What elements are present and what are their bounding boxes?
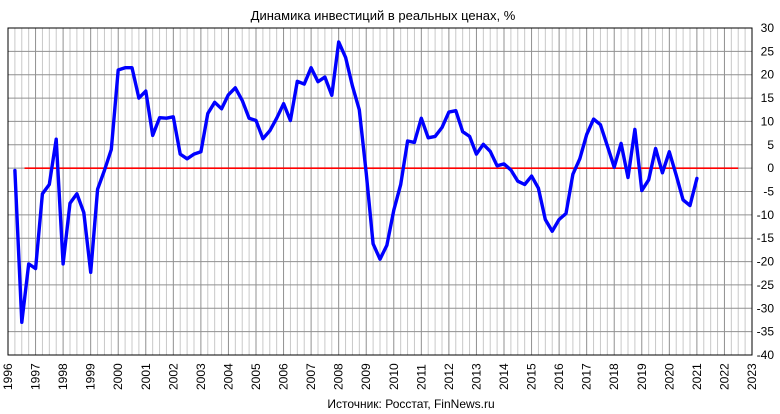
y-tick-label: -20 [757,255,775,269]
x-tick-label: 2016 [552,363,566,390]
x-tick-label: 2020 [662,363,676,390]
y-tick-label: -35 [757,325,775,339]
x-tick-label: 2014 [497,363,511,390]
plot-frame [7,27,753,356]
x-tick-label: 2010 [387,363,401,390]
x-tick-label: 2018 [607,363,621,390]
y-tick-label: -5 [763,185,774,199]
x-tick-label: 2008 [332,363,346,390]
series-line [13,40,699,324]
x-tick-label: 2001 [139,363,153,390]
x-tick-label: 2021 [690,363,704,390]
y-tick-label: -15 [757,231,775,245]
x-tick-label: 2011 [414,364,428,390]
x-tick-label: 2012 [442,363,456,390]
x-tick-label: 1999 [84,363,98,390]
x-tick-label: 1997 [29,363,43,390]
x-tick-label: 2002 [166,363,180,390]
x-tick-label: 1998 [56,363,70,390]
x-tick-label: 2017 [580,363,594,390]
x-tick-label: 2023 [745,363,759,390]
y-tick-label: 30 [761,21,775,35]
x-tick-label: 2015 [525,363,539,390]
x-tick-label: 2022 [717,363,731,390]
x-axis-ticks: 1996 1997 1998 1999 2000 2001 2002 2003 2004 2005… [1,363,759,390]
y-tick-label: -30 [757,301,775,315]
y-tick-label: 5 [767,138,774,152]
x-tick-label: 2006 [277,363,291,390]
y-axis-ticks: 30 25 20 15 10 5 0 -5 -10 -15 -20 -25 -30 -35 -40 [757,21,775,362]
x-tick-label: 2003 [194,363,208,390]
source-caption: Источник: Росстат, FinNews.ru [327,397,494,411]
y-tick-label: 20 [761,68,775,82]
series-polyline [13,40,699,324]
y-tick-label: -25 [757,278,775,292]
y-tick-label: -40 [757,348,775,362]
x-tick-label: 2013 [469,363,483,390]
y-tick-label: 0 [767,161,774,175]
x-tick-label: 2005 [249,363,263,390]
x-tick-label: 2007 [304,363,318,390]
y-tick-label: 15 [761,91,775,105]
x-tick-label: 1996 [1,363,15,390]
x-tick-label: 2000 [111,363,125,390]
x-tick-label: 2019 [635,363,649,390]
y-tick-label: -10 [757,208,775,222]
y-tick-label: 25 [761,44,775,58]
x-tick-label: 2004 [221,363,235,390]
x-tick-label: 2009 [359,363,373,390]
y-tick-label: 10 [761,114,775,128]
chart-title: Динамика инвестиций в реальных ценах, % [251,8,516,23]
